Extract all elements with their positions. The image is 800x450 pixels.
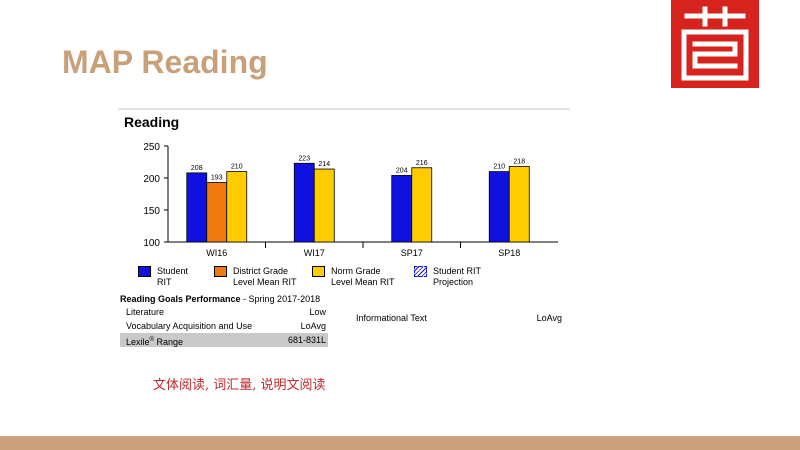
legend-item: District Grade Level Mean RIT	[214, 266, 313, 288]
legend-label-line: Norm Grade	[331, 266, 381, 276]
legend-swatch	[138, 266, 151, 277]
legend-swatch	[214, 266, 227, 277]
lexile-label-suffix: Range	[153, 337, 183, 347]
legend-label-line: Projection	[433, 277, 474, 287]
bar-value-label: 223	[298, 155, 310, 162]
bar	[186, 172, 208, 243]
y-tick-label: 100	[143, 238, 160, 249]
goal-label: Literature	[126, 307, 165, 317]
bar-value-label: 210	[493, 164, 505, 171]
x-tick-label: WI17	[304, 248, 325, 258]
goal-value: Low	[309, 307, 326, 317]
legend-swatch	[414, 266, 427, 277]
reading-bar-chart: 100 150 200 250 208 193 210 WI16 223 214 WI17 204 21…	[143, 142, 558, 258]
bar	[206, 182, 228, 243]
y-tick-label: 200	[143, 174, 160, 185]
goal-row-literature: Literature Low	[120, 305, 328, 319]
seal-logo-icon	[671, 0, 759, 88]
goals-table: Literature Low Vocabulary Acquisition an…	[120, 305, 328, 347]
lexile-label: Lexile® Range	[126, 333, 183, 349]
legend-item: Student RIT Projection	[414, 266, 513, 288]
legend-label-line: RIT	[157, 277, 172, 287]
bar-value-label: 214	[318, 161, 330, 168]
bar-value-label: 210	[231, 164, 243, 171]
report-title: Reading	[124, 114, 180, 130]
goals-title: Reading Goals Performance - Spring 2017-…	[120, 294, 320, 304]
goal-label: Informational Text	[356, 313, 427, 323]
legend-label: Student RIT Projection	[433, 266, 513, 288]
slide-title: MAP Reading	[62, 44, 268, 80]
lexile-value: 681-831L	[287, 335, 326, 345]
report-divider	[118, 108, 570, 110]
legend-item: Norm Grade Level Mean RIT	[312, 266, 411, 288]
legend-label: Norm Grade Level Mean RIT	[331, 266, 411, 288]
x-tick-label: WI16	[206, 248, 227, 258]
goal-label: Vocabulary Acquisition and Use	[126, 321, 253, 331]
bar	[226, 171, 248, 243]
legend-label-line: Student	[157, 266, 189, 276]
legend-swatch	[312, 266, 325, 277]
bar	[313, 168, 335, 243]
bar-value-label: 216	[416, 160, 428, 167]
goal-value: LoAvg	[300, 321, 326, 331]
bar-value-label: 204	[396, 167, 408, 174]
goals-term: - Spring 2017-2018	[240, 294, 321, 304]
goal-value: LoAvg	[536, 313, 562, 323]
bar-value-label: 218	[513, 158, 525, 165]
registered-mark: ®	[149, 337, 154, 343]
x-tick-label: SP17	[401, 248, 423, 258]
legend-label: Student RIT	[157, 266, 237, 288]
bar-value-label: 193	[211, 174, 223, 181]
report-panel: Reading 100 150 200 250 208 193 210 WI16 223 214 W…	[118, 108, 570, 348]
goals-title-label: Reading Goals Performance	[120, 294, 241, 304]
legend-label-line: Level Mean RIT	[233, 277, 297, 287]
bar	[508, 166, 530, 243]
bar	[391, 175, 413, 243]
x-tick-label: SP18	[498, 248, 520, 258]
bar	[293, 162, 315, 243]
slide-caption: 文体阅读, 词汇量, 说明文阅读	[153, 378, 326, 393]
goal-row-lexile: Lexile® Range 681-831L	[120, 333, 328, 347]
goal-row-informational: Informational Text LoAvg	[356, 311, 562, 325]
bar	[488, 171, 510, 243]
legend-label: District Grade Level Mean RIT	[233, 266, 313, 288]
goal-row-vocabulary: Vocabulary Acquisition and Use LoAvg	[120, 319, 328, 333]
bar-value-label: 208	[191, 165, 203, 172]
y-tick-label: 150	[143, 206, 160, 217]
y-tick-label: 250	[143, 142, 160, 153]
legend-label-line: Level Mean RIT	[331, 277, 395, 287]
footer-bar	[0, 436, 800, 450]
legend-label-line: District Grade	[233, 266, 289, 276]
lexile-label-text: Lexile	[126, 337, 150, 347]
legend-label-line: Student RIT	[433, 266, 482, 276]
legend-item: Student RIT	[138, 266, 237, 288]
chart-legend: Student RIT District Grade Level Mean RIT No…	[134, 266, 574, 298]
bar	[411, 167, 433, 243]
